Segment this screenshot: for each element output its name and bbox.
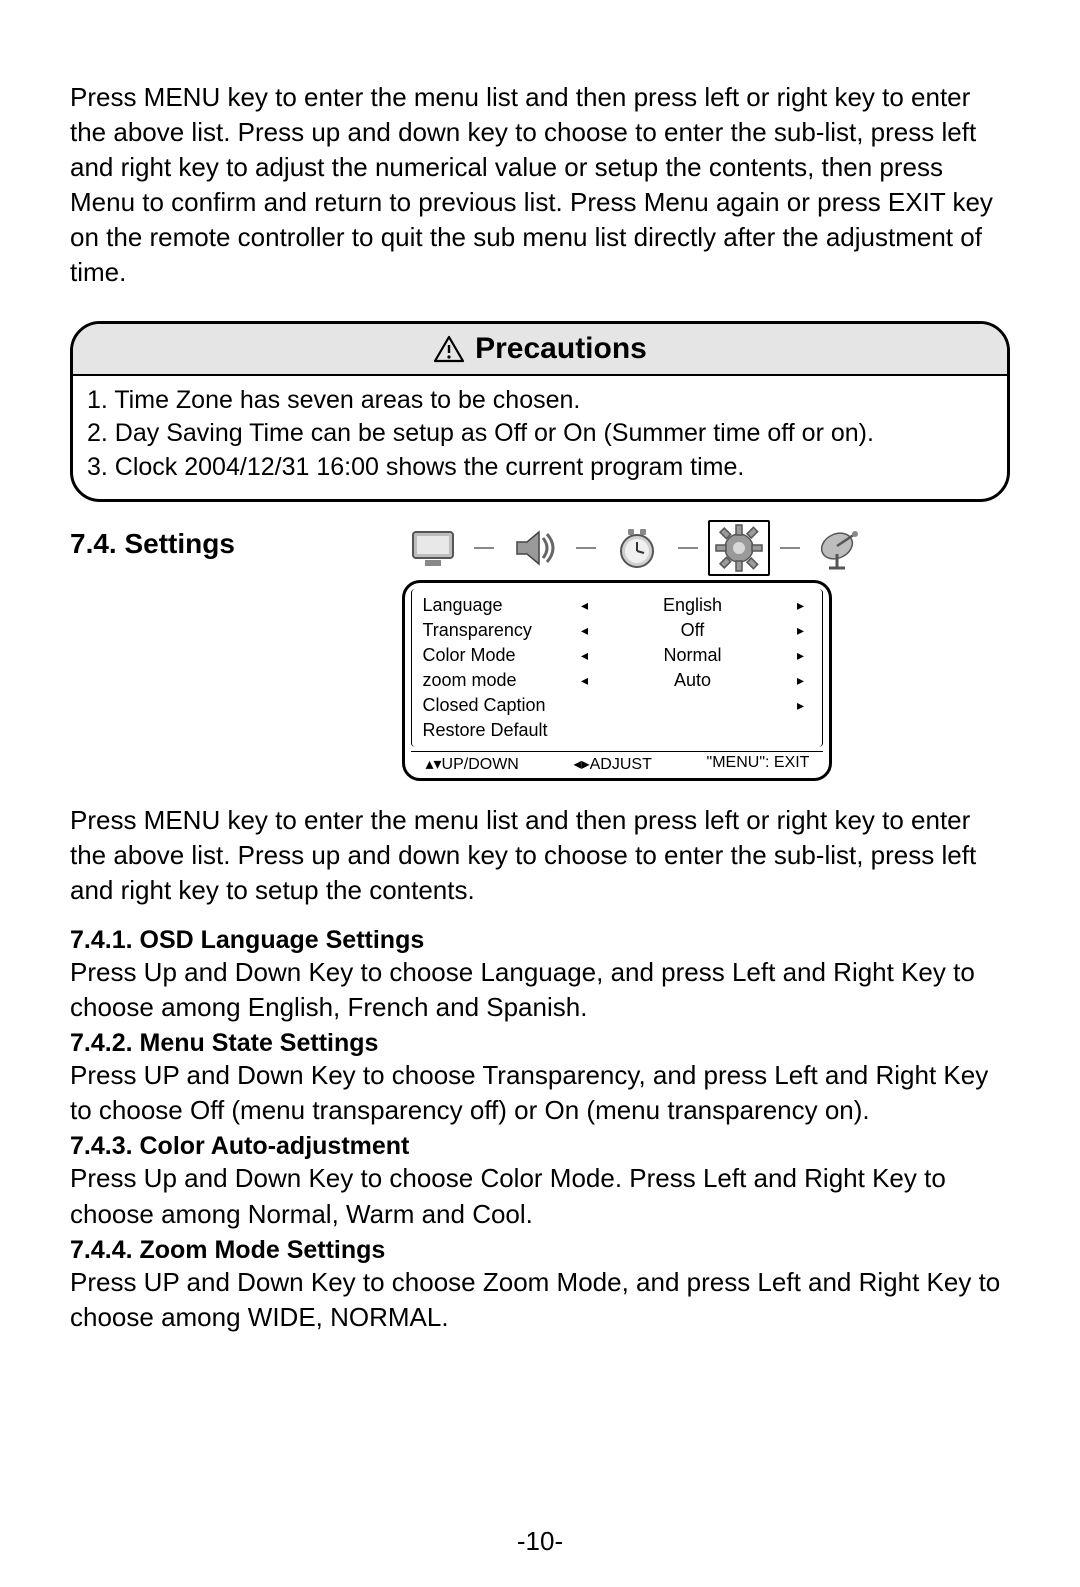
osd-row: Closed Caption ▸ (412, 693, 822, 718)
updown-hint: ▴▾UP/DOWN (425, 754, 518, 774)
right-arrow-icon: ▸ (788, 697, 812, 714)
adjust-hint: ◂▸ADJUST (574, 754, 652, 774)
osd-row: Restore Default (412, 718, 822, 743)
gear-icon (708, 520, 770, 576)
dish-icon (810, 520, 872, 576)
osd-icon-row (402, 520, 872, 576)
subsection-heading: 7.4.2. Menu State Settings (70, 1029, 1010, 1058)
clock-icon (606, 520, 668, 576)
osd-container: Language ◂ English ▸ Transparency ◂ Off … (402, 520, 872, 781)
subsection: 7.4.3. Color Auto-adjustment Press Up an… (70, 1132, 1010, 1231)
section-heading: 7.4. Settings (70, 528, 235, 560)
subsection-heading: 7.4.4. Zoom Mode Settings (70, 1236, 1010, 1265)
osd-footer: ▴▾UP/DOWN ◂▸ADJUST "MENU": EXIT (411, 751, 823, 774)
precautions-body: 1. Time Zone has seven areas to be chose… (73, 376, 1007, 499)
right-arrow-icon: ▸ (788, 647, 812, 664)
subsection: 7.4.2. Menu State Settings Press UP and … (70, 1029, 1010, 1128)
osd-panel: Language ◂ English ▸ Transparency ◂ Off … (402, 580, 832, 781)
subsection: 7.4.1. OSD Language Settings Press Up an… (70, 926, 1010, 1025)
right-arrow-icon: ▸ (788, 597, 812, 614)
precaution-item: 2. Day Saving Time can be setup as Off o… (87, 417, 993, 451)
osd-row: Transparency ◂ Off ▸ (412, 618, 822, 643)
osd-row: Language ◂ English ▸ (412, 593, 822, 618)
osd-row: zoom mode ◂ Auto ▸ (412, 668, 822, 693)
right-arrow-icon: ▸ (788, 672, 812, 689)
subsection-body: Press Up and Down Key to choose Language… (70, 955, 1010, 1025)
speaker-icon (504, 520, 566, 576)
warning-icon (433, 335, 465, 363)
subsection-heading: 7.4.3. Color Auto-adjustment (70, 1132, 1010, 1161)
precautions-box: Precautions 1. Time Zone has seven areas… (70, 321, 1010, 502)
page-number: -10- (0, 1526, 1080, 1557)
precaution-item: 1. Time Zone has seven areas to be chose… (87, 384, 993, 418)
subsection-heading: 7.4.1. OSD Language Settings (70, 926, 1010, 955)
subsection-body: Press Up and Down Key to choose Color Mo… (70, 1161, 1010, 1231)
settings-paragraph: Press MENU key to enter the menu list an… (70, 803, 1010, 908)
intro-paragraph: Press MENU key to enter the menu list an… (70, 80, 1010, 291)
osd-row: Color Mode ◂ Normal ▸ (412, 643, 822, 668)
precaution-item: 3. Clock 2004/12/31 16:00 shows the curr… (87, 451, 993, 485)
exit-hint: "MENU": EXIT (707, 754, 810, 774)
subsection-body: Press UP and Down Key to choose Zoom Mod… (70, 1265, 1010, 1335)
subsection: 7.4.4. Zoom Mode Settings Press UP and D… (70, 1236, 1010, 1335)
monitor-icon (402, 520, 464, 576)
subsection-body: Press UP and Down Key to choose Transpar… (70, 1058, 1010, 1128)
left-arrow-icon: ◂ (572, 622, 596, 639)
left-arrow-icon: ◂ (572, 647, 596, 664)
precautions-header: Precautions (73, 324, 1007, 376)
left-arrow-icon: ◂ (572, 597, 596, 614)
precautions-title: Precautions (475, 332, 647, 366)
left-arrow-icon: ◂ (572, 672, 596, 689)
right-arrow-icon: ▸ (788, 622, 812, 639)
